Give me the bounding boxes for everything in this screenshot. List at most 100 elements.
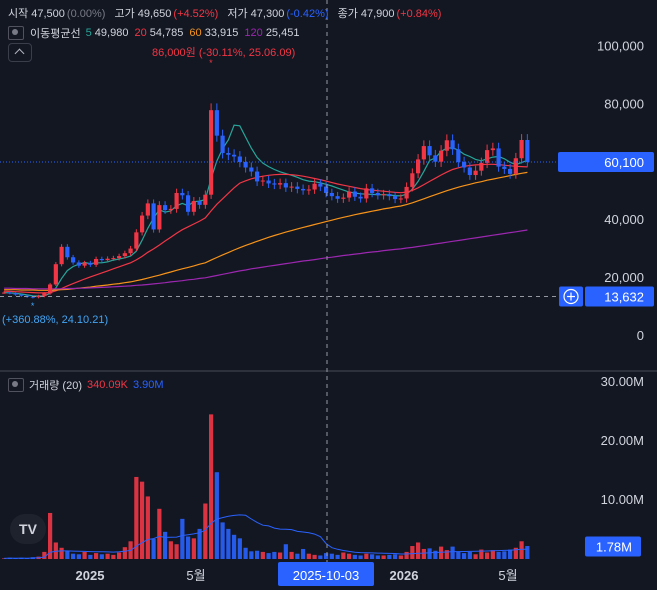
candle-body [525,139,530,162]
volume-bar [525,546,530,559]
candle-body [387,194,392,197]
candle-body [375,192,380,196]
volume-bar [13,558,18,559]
ma-legend[interactable]: 이동평균선 5 49,980 20 54,785 60 33,915 120 2… [8,25,305,41]
candle-body [416,159,421,174]
candle-body [191,201,196,212]
volume-bar [375,555,380,559]
volume-bar [341,552,346,559]
volume-bar [301,548,306,559]
candle-body [283,183,288,188]
volume-bar [381,555,386,559]
volume-bar [260,551,265,559]
candle-body [134,232,139,249]
volume-bar [174,544,179,559]
time-tick-label: 2026 [390,568,419,583]
time-axis[interactable]: 2025 5월 2026 5월 2025-10-03 [76,562,518,586]
volume-bar [25,558,30,559]
volume-bar [82,551,87,559]
volume-bar [157,508,162,559]
volume-bar [490,550,495,559]
volume-axis[interactable]: 30.00M 20.00M 10.00M 1.78M [585,374,644,557]
ma20-line [4,163,528,294]
candle-body [237,156,242,162]
volume-bar [168,541,173,559]
ohlc-legend: 시작 47,500 (0.00%) 고가 49,650 (+4.52%) 저가 47,30… [8,5,447,21]
crosshair-date-label: 2025-10-03 [293,568,360,583]
volume-bar [485,552,490,559]
price-tick-label: 80,000 [604,96,644,111]
candle-body [450,140,455,150]
candle-body [352,191,357,197]
volume-bar [387,554,392,559]
ma60-line [4,171,528,291]
volume-bar [462,553,467,559]
low-value: 47,300 [250,8,285,20]
low-label: 저가 [227,8,248,20]
visibility-toggle-icon[interactable] [8,26,24,40]
volume-bar [456,551,461,559]
crosshair-price-label: 13,632 [604,290,644,305]
candle-body [508,168,513,174]
volume-bar [94,553,99,559]
collapse-legend-button[interactable] [8,43,32,62]
ma120-value: 25,451 [265,27,300,39]
candle-body [59,246,64,265]
volume-bar [105,553,110,559]
candle-body [306,189,311,191]
candle-body [393,196,398,200]
candle-body [53,264,58,285]
volume-bar [255,550,260,559]
crosshair-price-box [585,286,654,307]
candle-body [335,196,340,199]
candle-body [209,110,214,195]
price-tick-label: 20,000 [604,270,644,285]
volume-bar [111,554,116,559]
candle-body [226,153,231,155]
volume-bar [278,552,283,559]
volume-bar [513,547,518,559]
tradingview-logo[interactable]: TV [10,514,46,544]
volume-bar [191,538,196,559]
current-price-box [558,151,654,172]
candle-body [203,194,208,205]
volume-visibility-icon[interactable] [8,378,24,392]
volume-tick-label: 30.00M [601,374,644,389]
candle-body [30,296,35,298]
candle-body [128,248,133,254]
volume-bar [243,547,248,559]
candle-body [163,205,168,211]
candle-body [289,186,294,188]
candle-body [421,146,426,160]
candle-body [232,154,237,157]
candle-body [519,139,524,159]
price-tick-label: 40,000 [604,212,644,227]
candle-body [82,263,87,266]
volume-bar [99,554,104,559]
price-tick-label: 100,000 [597,38,644,53]
volume-bar [433,550,438,559]
candle-body [278,183,283,185]
candle-body [329,192,334,197]
candle-body [42,293,47,297]
volume-bar [237,538,242,559]
moving-average-lines [4,124,528,297]
volume-bar [197,528,202,559]
candle-body [174,192,179,209]
candle-body [99,258,104,261]
volume-bar [329,553,334,559]
current-price-label: 60,100 [604,155,644,170]
candle-body [36,296,41,298]
volume-bar [393,554,398,559]
ma-title: 이동평균선 [30,28,81,40]
close-value: 47,900 [360,8,395,20]
price-axis[interactable]: 100,00080,00060,00040,00020,000060,10013… [558,38,654,343]
candle-body [318,183,323,187]
volume-legend[interactable]: 거래량 (20) 340.09K 3.90M [8,377,164,393]
volume-bar [421,548,426,559]
crosshair-date-box [278,562,374,586]
volume-bar [48,512,53,559]
volume-bars [2,414,530,559]
ma120-period: 120 [244,27,263,39]
